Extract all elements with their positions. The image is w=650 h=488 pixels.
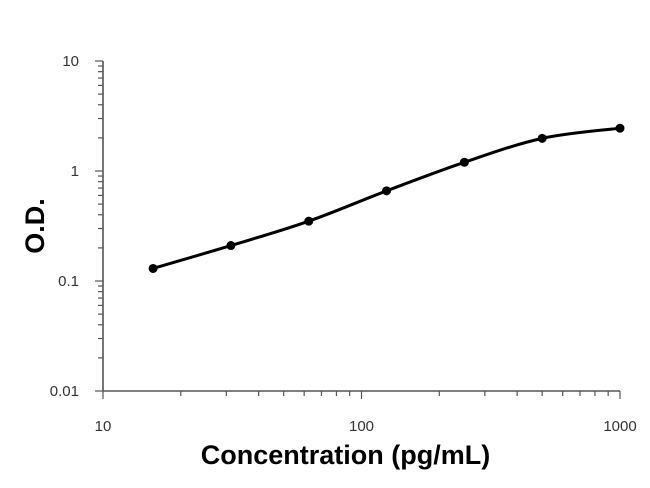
x-tick-label: 100 (349, 418, 374, 435)
y-axis-ticks (95, 60, 103, 392)
y-tick-label: 0.01 (50, 383, 79, 400)
y-tick-label: 1 (71, 163, 79, 180)
data-point (459, 157, 469, 167)
data-point (148, 263, 158, 273)
x-axis-ticks (102, 391, 621, 399)
y-axis-tick-labels: 0.01 0.1 1 10 (50, 53, 79, 400)
data-series (148, 123, 625, 273)
data-point (304, 216, 314, 226)
data-point (226, 241, 236, 251)
y-axis-title: O.D. (20, 198, 50, 254)
y-tick-label: 10 (62, 53, 79, 70)
x-tick-label: 10 (95, 418, 112, 435)
series-line (152, 126, 621, 270)
x-tick-label: 1000 (603, 418, 636, 435)
x-axis-title: Concentration (pg/mL) (201, 440, 490, 470)
data-point (382, 186, 392, 196)
data-point (537, 133, 547, 143)
y-tick-label: 0.1 (58, 273, 79, 290)
x-axis-tick-labels: 10 100 1000 (95, 418, 637, 435)
data-point (615, 123, 625, 133)
